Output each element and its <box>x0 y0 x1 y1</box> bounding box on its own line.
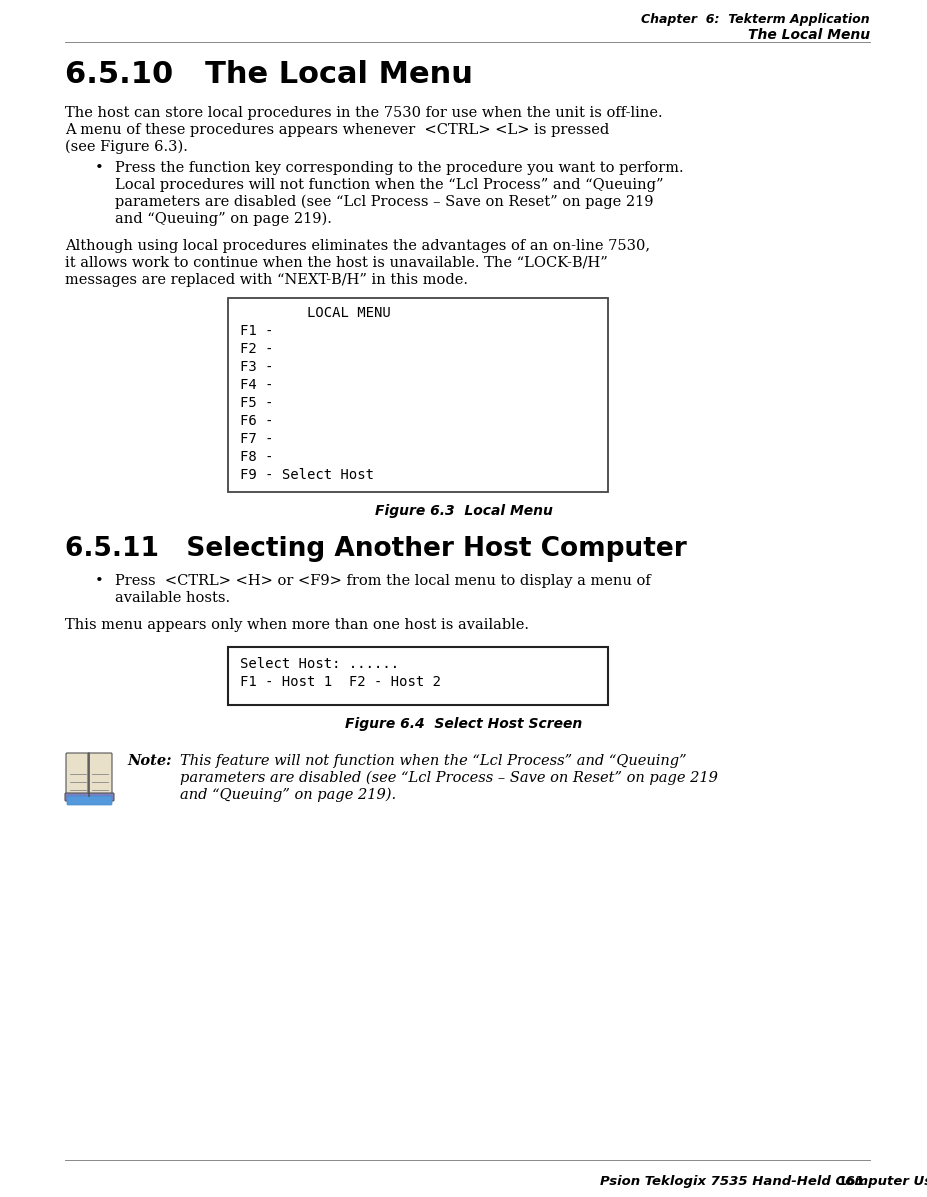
Bar <box>228 648 608 705</box>
Text: F5 -: F5 - <box>240 396 273 411</box>
Text: A menu of these procedures appears whenever  <CTRL> <L> is pressed: A menu of these procedures appears whene… <box>65 123 609 136</box>
Text: The host can store local procedures in the 7530 for use when the unit is off-lin: The host can store local procedures in t… <box>65 107 663 120</box>
Text: Local procedures will not function when the “Lcl Process” and “Queuing”: Local procedures will not function when … <box>115 178 664 192</box>
Text: 6.5.11   Selecting Another Host Computer: 6.5.11 Selecting Another Host Computer <box>65 536 687 563</box>
Text: Select Host: ......: Select Host: ...... <box>240 657 400 672</box>
Text: and “Queuing” on page 219).: and “Queuing” on page 219). <box>180 788 396 802</box>
Text: F2 -: F2 - <box>240 342 273 356</box>
FancyBboxPatch shape <box>65 792 114 801</box>
Text: This feature will not function when the “Lcl Process” and “Queuing”: This feature will not function when the … <box>180 754 687 768</box>
Text: This menu appears only when more than one host is available.: This menu appears only when more than on… <box>65 618 529 632</box>
Text: F3 -: F3 - <box>240 360 273 373</box>
Text: F4 -: F4 - <box>240 378 273 391</box>
Text: F6 -: F6 - <box>240 414 273 429</box>
Text: messages are replaced with “NEXT-B/H” in this mode.: messages are replaced with “NEXT-B/H” in… <box>65 273 468 287</box>
Text: (see Figure 6.3).: (see Figure 6.3). <box>65 140 188 154</box>
FancyBboxPatch shape <box>67 796 112 806</box>
Text: parameters are disabled (see “Lcl Process – Save on Reset” on page 219: parameters are disabled (see “Lcl Proces… <box>180 771 717 785</box>
Text: F8 -: F8 - <box>240 450 273 464</box>
Text: available hosts.: available hosts. <box>115 591 230 604</box>
Text: and “Queuing” on page 219).: and “Queuing” on page 219). <box>115 212 332 226</box>
Text: F1 -: F1 - <box>240 324 273 338</box>
Text: it allows work to continue when the host is unavailable. The “LOCK-B/H”: it allows work to continue when the host… <box>65 256 608 271</box>
Text: Although using local procedures eliminates the advantages of an on-line 7530,: Although using local procedures eliminat… <box>65 239 650 253</box>
Text: Press the function key corresponding to the procedure you want to perform.: Press the function key corresponding to … <box>115 162 683 175</box>
FancyBboxPatch shape <box>88 753 112 797</box>
Text: Psion Teklogix 7535 Hand-Held Computer User Manual: Psion Teklogix 7535 Hand-Held Computer U… <box>600 1175 927 1187</box>
Text: parameters are disabled (see “Lcl Process – Save on Reset” on page 219: parameters are disabled (see “Lcl Proces… <box>115 195 654 209</box>
Bar <box>228 298 608 492</box>
Text: F9 - Select Host: F9 - Select Host <box>240 468 374 482</box>
Text: Figure 6.4  Select Host Screen: Figure 6.4 Select Host Screen <box>345 717 582 731</box>
Text: The Local Menu: The Local Menu <box>748 28 870 42</box>
Text: Chapter  6:  Tekterm Application: Chapter 6: Tekterm Application <box>641 13 870 26</box>
Text: 161: 161 <box>837 1175 865 1187</box>
Text: LOCAL MENU: LOCAL MENU <box>240 306 391 320</box>
Text: F7 -: F7 - <box>240 432 273 446</box>
Text: F1 - Host 1  F2 - Host 2: F1 - Host 1 F2 - Host 2 <box>240 675 441 689</box>
Text: Figure 6.3  Local Menu: Figure 6.3 Local Menu <box>375 504 552 518</box>
Text: Note:: Note: <box>127 754 171 768</box>
Text: •: • <box>95 575 104 588</box>
Text: 6.5.10   The Local Menu: 6.5.10 The Local Menu <box>65 60 473 89</box>
FancyBboxPatch shape <box>66 753 90 797</box>
Text: •: • <box>95 162 104 175</box>
Text: Press  <CTRL> <H> or <F9> from the local menu to display a menu of: Press <CTRL> <H> or <F9> from the local … <box>115 575 651 588</box>
